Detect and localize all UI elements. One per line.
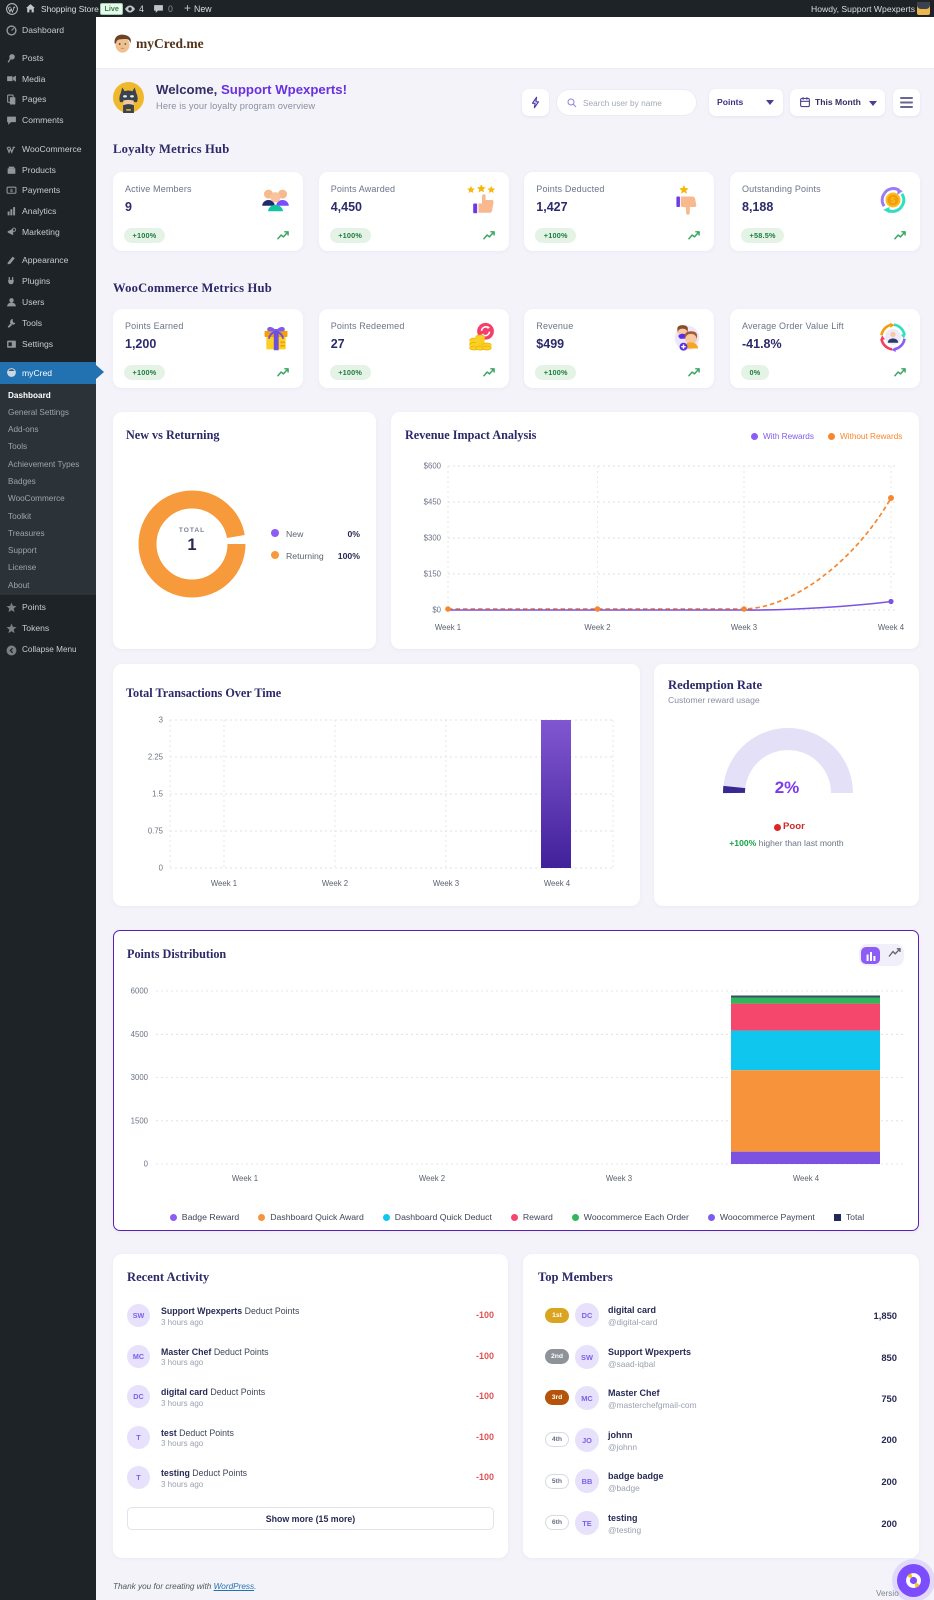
svg-text:Week 3: Week 3 bbox=[731, 623, 757, 632]
svg-text:Week 1: Week 1 bbox=[232, 1174, 258, 1183]
svg-text:Week 3: Week 3 bbox=[433, 879, 459, 888]
svg-text:$300: $300 bbox=[424, 534, 442, 543]
svg-text:Week 1: Week 1 bbox=[211, 879, 237, 888]
svg-text:0: 0 bbox=[144, 1160, 149, 1169]
svg-text:$0: $0 bbox=[432, 606, 441, 615]
svg-text:Week 2: Week 2 bbox=[584, 623, 610, 632]
svg-text:Week 3: Week 3 bbox=[606, 1174, 632, 1183]
svg-text:$450: $450 bbox=[424, 498, 442, 507]
svg-text:Week 2: Week 2 bbox=[419, 1174, 445, 1183]
svg-text:Week 2: Week 2 bbox=[322, 879, 348, 888]
svg-text:Week 4: Week 4 bbox=[544, 879, 571, 888]
svg-text:3: 3 bbox=[159, 716, 163, 725]
svg-text:Week 4: Week 4 bbox=[793, 1174, 820, 1183]
svg-text:6000: 6000 bbox=[131, 987, 149, 996]
svg-text:$: $ bbox=[891, 196, 896, 205]
svg-text:4500: 4500 bbox=[131, 1030, 149, 1039]
svg-text:1.5: 1.5 bbox=[152, 790, 164, 799]
svg-text:0.75: 0.75 bbox=[148, 827, 164, 836]
svg-text:1500: 1500 bbox=[131, 1116, 149, 1125]
svg-text:$600: $600 bbox=[424, 462, 442, 471]
svg-text:Week 1: Week 1 bbox=[435, 623, 461, 632]
svg-text:$150: $150 bbox=[424, 570, 442, 579]
svg-text:Week 4: Week 4 bbox=[878, 623, 905, 632]
svg-text:3000: 3000 bbox=[131, 1073, 149, 1082]
svg-text:2.25: 2.25 bbox=[148, 753, 164, 762]
svg-text:$: $ bbox=[10, 189, 13, 195]
svg-text:0: 0 bbox=[159, 864, 164, 873]
